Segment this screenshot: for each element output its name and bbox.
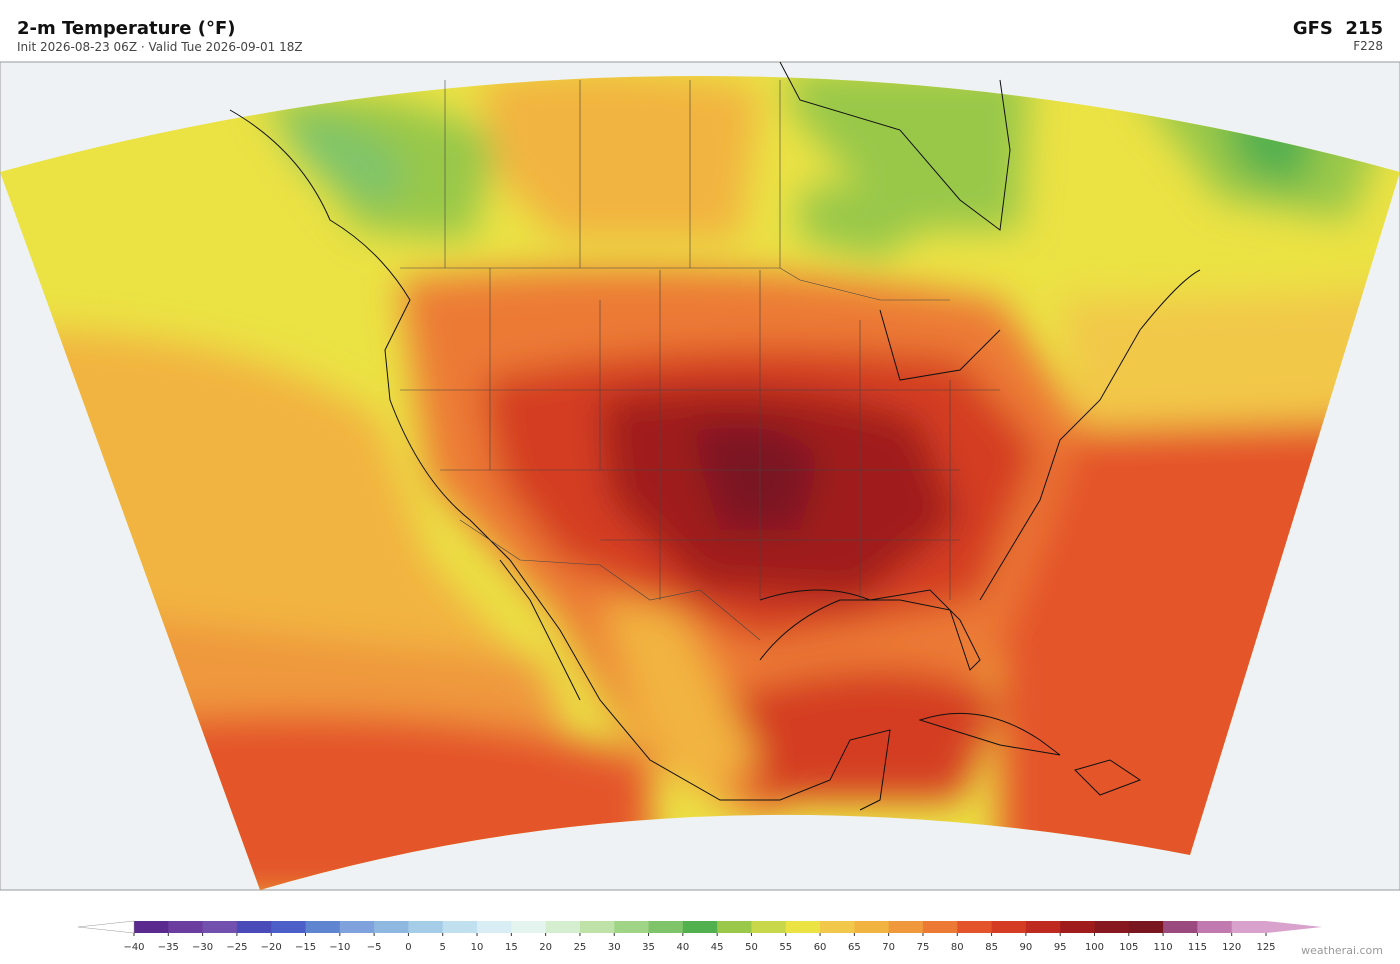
colorbar-bin [991, 921, 1027, 933]
colorbar-bin [751, 921, 787, 933]
colorbar-tick-label: 0 [405, 942, 411, 953]
colorbar-bin [168, 921, 204, 933]
colorbar-over [1266, 921, 1322, 933]
colorbar-tick-label: 110 [1154, 942, 1173, 953]
colorbar-tick-label: 40 [676, 942, 689, 953]
title: 2-m Temperature (°F) [17, 18, 236, 39]
colorbar-tick-label: −20 [261, 942, 282, 953]
forecast-hour: F228 [1353, 39, 1383, 53]
colorbar-tick-label: 35 [642, 942, 655, 953]
colorbar-tick-label: 95 [1054, 942, 1067, 953]
colorbar-tick-label: 85 [985, 942, 998, 953]
colorbar-bin [888, 921, 924, 933]
colorbar-bin [1094, 921, 1130, 933]
colorbar-bin [477, 921, 512, 933]
colorbar-bin [305, 921, 341, 933]
colorbar-bin [442, 921, 478, 933]
colorbar-tick-label: 90 [1020, 942, 1033, 953]
colorbar-tick-label: 65 [848, 942, 861, 953]
colorbar-tick-label: −25 [226, 942, 247, 953]
colorbar-tick-label: −40 [123, 942, 144, 953]
colorbar-tick-label: 10 [471, 942, 484, 953]
colorbar-bin [1231, 921, 1267, 933]
colorbar-bin [579, 921, 615, 933]
colorbar-tick-label: 15 [505, 942, 518, 953]
colorbar-tick-label: 5 [440, 942, 446, 953]
colorbar-tick-label: 70 [882, 942, 895, 953]
colorbar-bin [922, 921, 958, 933]
colorbar-bin [1163, 921, 1198, 933]
colorbar-tick-label: 30 [608, 942, 621, 953]
colorbar-tick-label: 55 [779, 942, 792, 953]
colorbar-tick-label: 120 [1222, 942, 1241, 953]
borders [400, 80, 1000, 641]
colorbar-bin [339, 921, 375, 933]
colorbar-tick-label: −5 [367, 942, 382, 953]
colorbar-bin [1025, 921, 1061, 933]
colorbar-bin [854, 921, 890, 933]
colorbar-tick-label: 60 [814, 942, 827, 953]
colorbar-bin [1197, 921, 1233, 933]
colorbar-bin [717, 921, 752, 933]
colorbar-bin [785, 921, 821, 933]
colorbar-tick-label: 80 [951, 942, 964, 953]
colorbar-tick-label: 100 [1085, 942, 1104, 953]
colorbar-bin [545, 921, 581, 933]
coastlines [229, 62, 1201, 811]
map [0, 61, 1400, 891]
colorbar-bin [648, 921, 684, 933]
colorbar-under [77, 920, 135, 934]
colorbar-tick-label: 75 [917, 942, 930, 953]
colorbar-bin [957, 921, 993, 933]
colorbar-bin [682, 921, 718, 933]
colorbar-bin [134, 921, 169, 933]
colorbar-bin [614, 921, 650, 933]
colorbar-tick-label: 105 [1119, 942, 1138, 953]
colorbar-bin [408, 921, 444, 933]
colorbar-tick-label: 20 [539, 942, 552, 953]
colorbar-tick-label: −15 [295, 942, 316, 953]
credit: weatherai.com [1301, 944, 1383, 957]
colorbar-tick-label: 125 [1256, 942, 1275, 953]
colorbar-bin [820, 921, 855, 933]
colorbar-bin [1128, 921, 1164, 933]
colorbar-tick-label: 115 [1188, 942, 1207, 953]
colorbar-bin [1060, 921, 1095, 933]
colorbar-tick-label: −30 [192, 942, 213, 953]
colorbar: −40 −35 −30 −25 −20 −15 −10 −5 0 5 10 15 20 25 30 35 40 4… [77, 920, 1322, 953]
colorbar-tick-label: −10 [329, 942, 350, 953]
colorbar-tick-label: 45 [711, 942, 724, 953]
colorbar-bin [374, 921, 409, 933]
model-name: GFS 215 [1293, 18, 1383, 39]
colorbar-bin [236, 921, 272, 933]
colorbar-tick-label: 50 [745, 942, 758, 953]
colorbar-bin [202, 921, 238, 933]
subtitle: Init 2026-08-23 06Z · Valid Tue 2026-09-… [17, 40, 303, 54]
colorbar-tick-label: −35 [158, 942, 179, 953]
colorbar-tick-label: 25 [574, 942, 587, 953]
colorbar-bin [511, 921, 547, 933]
colorbar-bin [271, 921, 307, 933]
